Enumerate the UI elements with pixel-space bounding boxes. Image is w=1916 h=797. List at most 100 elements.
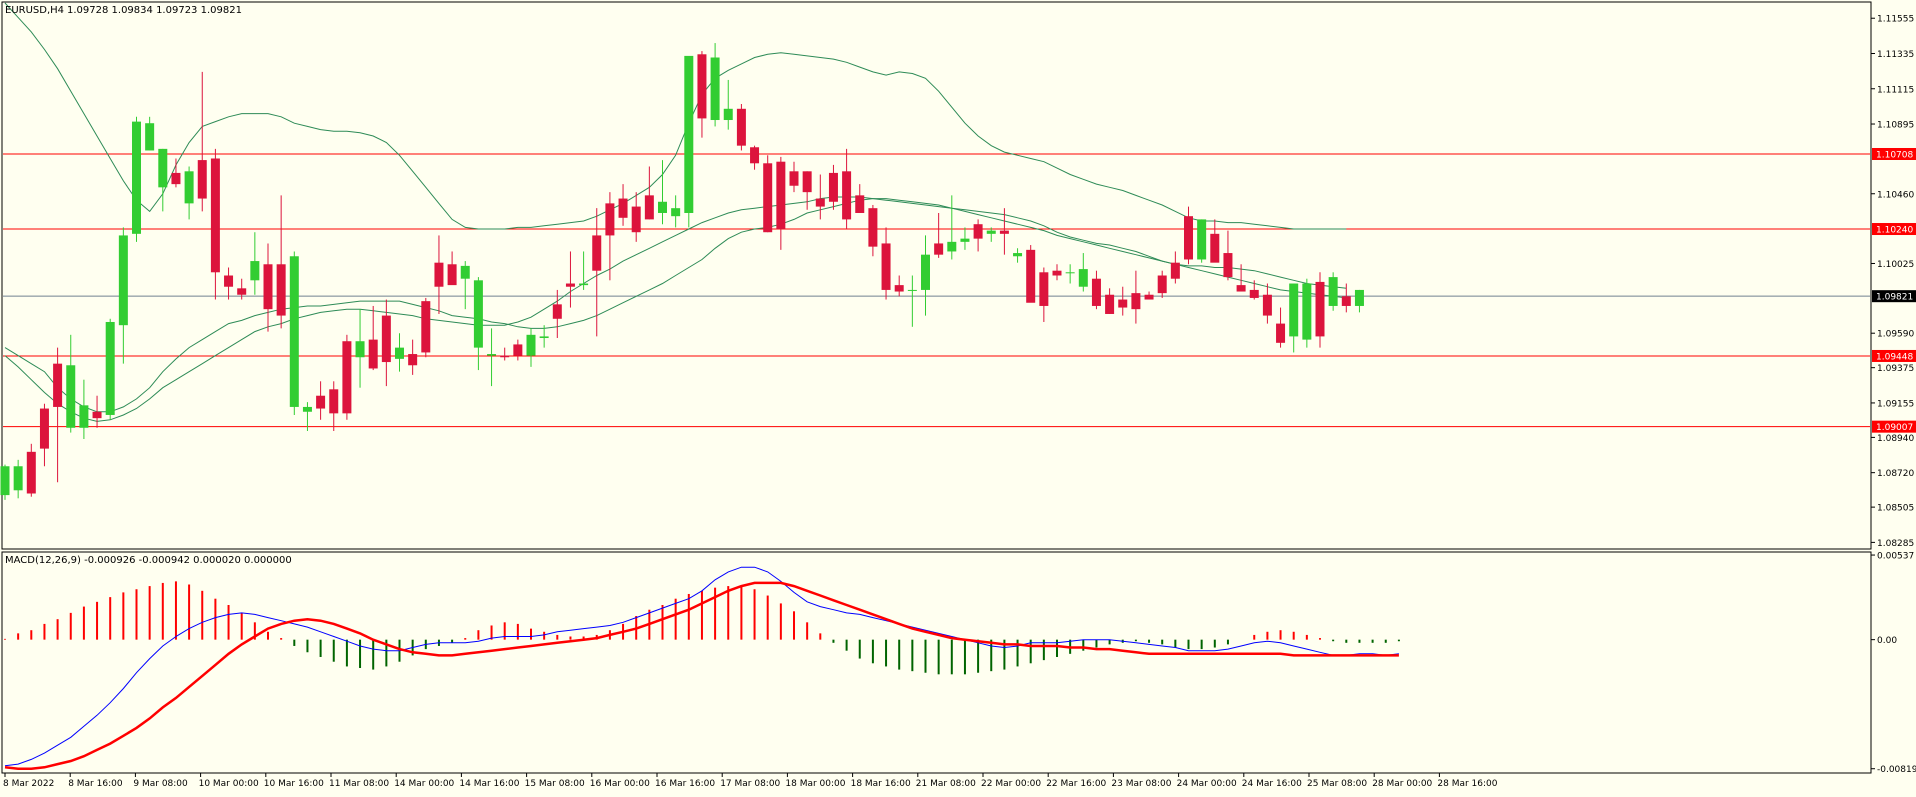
candle[interactable]: [263, 243, 273, 332]
candle[interactable]: [250, 232, 260, 295]
candle[interactable]: [1197, 219, 1207, 263]
candle[interactable]: [1078, 253, 1088, 292]
candle[interactable]: [92, 395, 102, 428]
candle[interactable]: [789, 161, 799, 193]
candle[interactable]: [921, 235, 930, 316]
candle[interactable]: [1026, 245, 1036, 303]
candle[interactable]: [447, 251, 457, 286]
candle[interactable]: [618, 184, 628, 226]
candle[interactable]: [605, 192, 615, 281]
candle[interactable]: [934, 212, 944, 258]
candle[interactable]: [552, 289, 562, 339]
candle[interactable]: [1276, 307, 1286, 348]
candle[interactable]: [513, 339, 523, 361]
candle[interactable]: [1262, 283, 1272, 324]
candle[interactable]: [1341, 283, 1351, 313]
candle[interactable]: [999, 208, 1009, 255]
candle[interactable]: [421, 297, 431, 358]
candle[interactable]: [750, 145, 760, 170]
candle[interactable]: [355, 309, 365, 388]
candle[interactable]: [763, 155, 773, 233]
candle[interactable]: [815, 174, 825, 220]
candle[interactable]: [276, 195, 286, 329]
candle[interactable]: [723, 79, 733, 130]
candle[interactable]: [487, 328, 497, 387]
candle[interactable]: [66, 334, 76, 433]
candle[interactable]: [1210, 219, 1220, 263]
candle[interactable]: [881, 227, 891, 300]
candle[interactable]: [868, 204, 878, 257]
candle[interactable]: [237, 278, 247, 300]
candle[interactable]: [329, 381, 339, 431]
candle[interactable]: [1249, 280, 1259, 300]
candle[interactable]: [907, 275, 917, 327]
candle[interactable]: [184, 166, 194, 220]
candle[interactable]: [710, 43, 720, 127]
candle[interactable]: [828, 164, 838, 210]
candle[interactable]: [132, 116, 141, 242]
candle[interactable]: [118, 227, 128, 364]
candle[interactable]: [960, 227, 970, 250]
candle[interactable]: [658, 160, 667, 225]
candle[interactable]: [289, 251, 299, 415]
candle[interactable]: [644, 166, 654, 220]
candle[interactable]: [894, 275, 904, 297]
candle[interactable]: [460, 261, 470, 310]
candle[interactable]: [368, 305, 378, 371]
candle[interactable]: [197, 71, 207, 212]
candle[interactable]: [1223, 230, 1233, 281]
candle[interactable]: [79, 379, 89, 439]
candle[interactable]: [802, 171, 812, 210]
candle[interactable]: [434, 235, 444, 314]
candle[interactable]: [736, 103, 746, 151]
candle[interactable]: [26, 443, 36, 497]
candle[interactable]: [210, 148, 220, 300]
candle[interactable]: [579, 251, 589, 290]
candle[interactable]: [1302, 278, 1312, 348]
candle[interactable]: [316, 381, 326, 420]
candle[interactable]: [39, 403, 49, 467]
candle[interactable]: [776, 156, 786, 250]
candle[interactable]: [671, 195, 681, 228]
candle[interactable]: [224, 267, 234, 300]
candle[interactable]: [1039, 267, 1049, 322]
candle[interactable]: [13, 459, 23, 499]
candle[interactable]: [53, 347, 63, 483]
candle[interactable]: [986, 227, 996, 242]
candle[interactable]: [855, 184, 865, 213]
candle[interactable]: [539, 325, 549, 348]
candle[interactable]: [565, 251, 575, 308]
candle[interactable]: [1157, 270, 1167, 298]
candle[interactable]: [842, 148, 852, 230]
candle[interactable]: [1184, 206, 1193, 265]
candle[interactable]: [1091, 270, 1101, 310]
candle[interactable]: [381, 299, 391, 387]
candle[interactable]: [1328, 272, 1338, 311]
candle[interactable]: [1131, 270, 1141, 324]
candle[interactable]: [0, 464, 10, 500]
candle[interactable]: [500, 347, 510, 361]
candle[interactable]: [145, 116, 155, 151]
candle[interactable]: [105, 318, 115, 420]
candle[interactable]: [171, 158, 181, 188]
candle[interactable]: [1289, 283, 1299, 353]
candle[interactable]: [302, 402, 312, 431]
candle[interactable]: [342, 334, 352, 420]
candle[interactable]: [1052, 264, 1062, 281]
candle[interactable]: [395, 333, 404, 372]
candle[interactable]: [1013, 248, 1023, 263]
candle[interactable]: [1170, 251, 1180, 284]
candle[interactable]: [1105, 288, 1115, 314]
candle[interactable]: [408, 339, 418, 375]
candle[interactable]: [973, 219, 983, 252]
candle[interactable]: [947, 195, 957, 260]
candle[interactable]: [592, 208, 602, 337]
candle[interactable]: [1144, 291, 1154, 300]
candle[interactable]: [1118, 286, 1128, 316]
candle[interactable]: [526, 328, 536, 367]
candle[interactable]: [1315, 272, 1325, 348]
candle[interactable]: [697, 51, 707, 138]
candle[interactable]: [631, 192, 641, 242]
